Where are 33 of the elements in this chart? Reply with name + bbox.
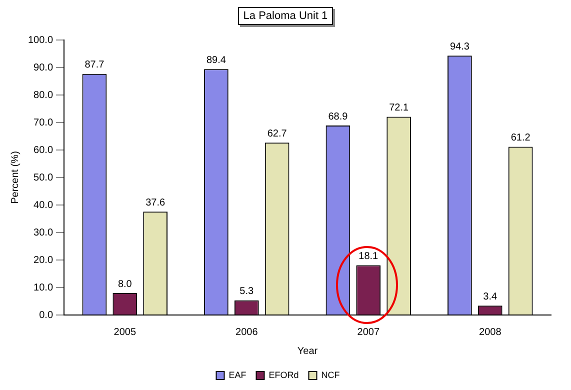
y-tick-label: 0.0 bbox=[39, 310, 54, 321]
chart-title: La Paloma Unit 1 bbox=[238, 7, 333, 25]
data-label: 8.0 bbox=[118, 278, 132, 290]
x-tick-label: 2006 bbox=[236, 326, 258, 338]
data-label: 5.3 bbox=[240, 286, 254, 298]
data-label: 61.2 bbox=[510, 132, 531, 144]
x-tick-label: 2005 bbox=[114, 326, 136, 338]
legend-label: EFORd bbox=[268, 370, 299, 380]
y-tick-label: 80.0 bbox=[34, 90, 54, 101]
y-tick-label: 70.0 bbox=[34, 117, 54, 128]
legend-label: NCF bbox=[321, 370, 340, 380]
data-label: 37.6 bbox=[146, 197, 166, 208]
data-label: 3.4 bbox=[483, 291, 498, 302]
x-tick-label: 2008 bbox=[479, 326, 502, 338]
y-tick-label: 60.0 bbox=[34, 144, 54, 156]
data-label: 62.7 bbox=[267, 128, 288, 140]
x-tick-label: 2007 bbox=[357, 326, 380, 338]
x-axis-title: Year bbox=[297, 346, 318, 357]
data-label: 87.7 bbox=[84, 60, 105, 71]
data-label: 72.1 bbox=[389, 102, 409, 114]
data-label: 18.1 bbox=[358, 250, 379, 262]
data-label: 89.4 bbox=[206, 54, 226, 66]
y-tick-label: 100.0 bbox=[28, 34, 54, 46]
data-label: 68.9 bbox=[328, 111, 348, 122]
y-axis-title: Percent (%) bbox=[10, 151, 21, 204]
y-tick-label: 30.0 bbox=[34, 227, 54, 238]
y-tick-label: 50.0 bbox=[34, 172, 54, 184]
legend-label: EAF bbox=[228, 370, 247, 380]
data-label: 94.3 bbox=[450, 41, 470, 52]
y-tick-label: 40.0 bbox=[34, 200, 54, 211]
y-tick-label: 90.0 bbox=[34, 62, 54, 74]
y-tick-label: 10.0 bbox=[34, 282, 54, 294]
y-tick-label: 20.0 bbox=[34, 254, 54, 266]
